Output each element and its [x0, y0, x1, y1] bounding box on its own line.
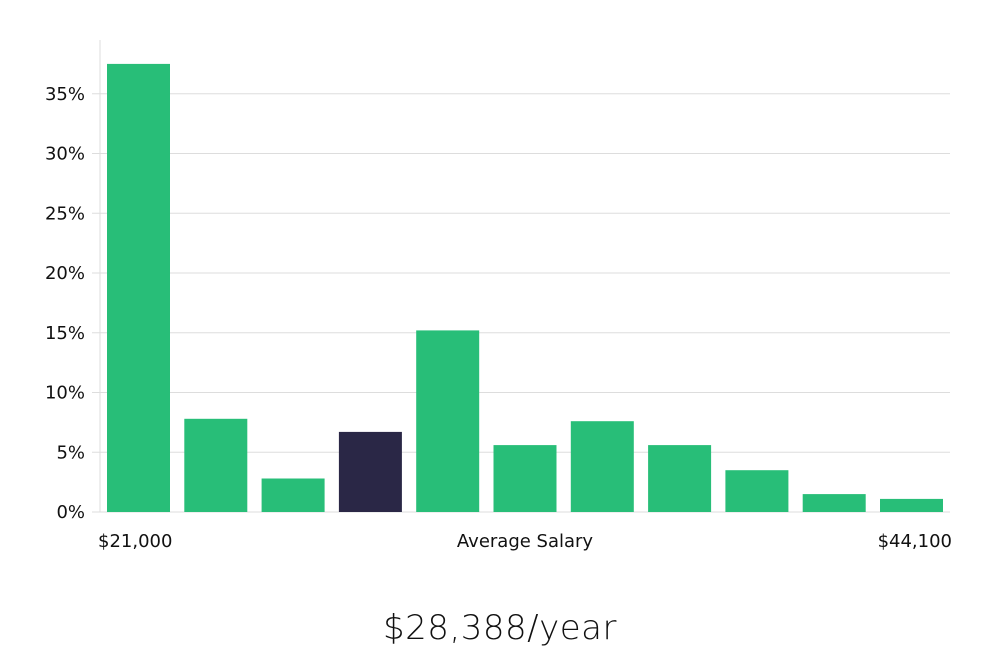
bar [725, 470, 789, 512]
bar [802, 494, 866, 512]
y-tick-label: 35% [45, 84, 85, 105]
x-max-label: $44,100 [878, 531, 952, 552]
bar [261, 478, 325, 512]
bar [880, 498, 943, 512]
bar [648, 445, 712, 512]
bar-highlighted [338, 431, 402, 512]
x-min-label: $21,000 [98, 531, 172, 552]
x-axis-title: Average Salary [457, 531, 594, 552]
bar [570, 421, 634, 512]
y-axis-ticks: 0% 5% 10% 15% 20% 25% 30% 35% [45, 84, 85, 523]
average-salary-value: $28,388/year [383, 608, 617, 648]
y-tick-label: 15% [45, 323, 85, 344]
y-tick-label: 0% [56, 502, 85, 523]
bar [416, 330, 480, 512]
bar [493, 445, 557, 512]
bar [107, 63, 170, 513]
y-tick-label: 25% [45, 203, 85, 224]
y-tick-label: 5% [56, 442, 85, 463]
bar [184, 418, 248, 512]
y-tick-label: 30% [45, 144, 85, 165]
y-tick-label: 20% [45, 263, 85, 284]
salary-histogram: 0% 5% 10% 15% 20% 25% 30% 35% $21,000 Average S… [45, 40, 952, 552]
y-tick-label: 10% [45, 383, 85, 404]
bars [107, 63, 943, 513]
